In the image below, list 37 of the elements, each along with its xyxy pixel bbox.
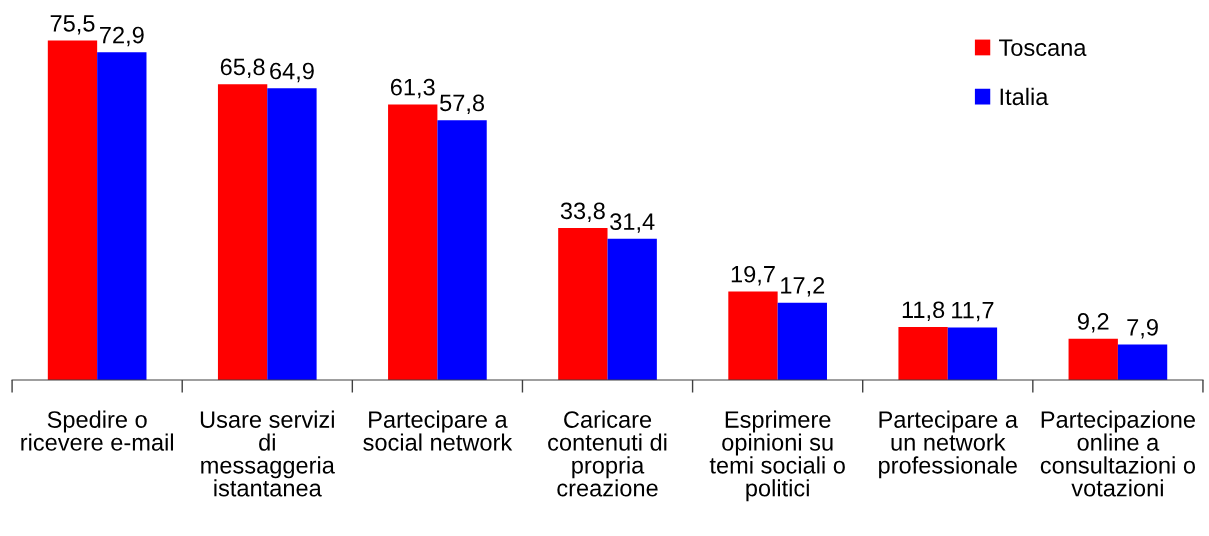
- data-label: 31,4: [610, 213, 655, 233]
- bar: [217, 84, 268, 380]
- data-label: 19,7: [731, 265, 775, 286]
- x-tick-label: Usare servizi di messaggeria istantanea: [200, 410, 335, 497]
- data-label: 33,8: [560, 202, 605, 222]
- bar: [437, 120, 487, 380]
- data-label: 7,9: [1127, 318, 1158, 339]
- data-label: 75,5: [50, 15, 95, 35]
- bar: [947, 327, 998, 380]
- bar: [898, 326, 948, 380]
- data-label: 17,2: [781, 277, 825, 297]
- bar: [267, 88, 317, 380]
- x-tick-label: Caricare contenuti di propria creazione: [548, 410, 667, 497]
- data-label: 57,8: [440, 94, 485, 115]
- x-tick-label: Partecipazione online a consultazioni o votazioni: [1040, 410, 1195, 497]
- data-label: 61,3: [390, 78, 435, 99]
- bar: [728, 291, 778, 380]
- data-label: 11,7: [952, 302, 994, 322]
- data-label: 9,2: [1077, 313, 1109, 333]
- bar: [1068, 338, 1118, 380]
- x-tick-label: Partecipare a social network: [363, 410, 513, 451]
- x-tick-label: Partecipare a un network professionale: [879, 410, 1018, 479]
- x-tick-label: Spedire o ricevere e-mail: [21, 410, 173, 451]
- x-tick-label: Esprimere opinioni su temi sociali o politici: [709, 410, 845, 502]
- data-label: 11,8: [902, 301, 945, 321]
- bar: [388, 104, 438, 380]
- bar: [558, 228, 608, 380]
- data-label: 72,9: [100, 26, 144, 47]
- bar: [1117, 344, 1168, 380]
- bar: [607, 238, 657, 380]
- legend-label: Toscana: [999, 39, 1087, 56]
- bar: [97, 52, 147, 380]
- data-label: 64,9: [270, 62, 314, 83]
- bar: [777, 302, 827, 380]
- legend-label: Italia: [1000, 87, 1049, 106]
- data-label: 65,8: [220, 58, 265, 79]
- bar: [47, 40, 98, 380]
